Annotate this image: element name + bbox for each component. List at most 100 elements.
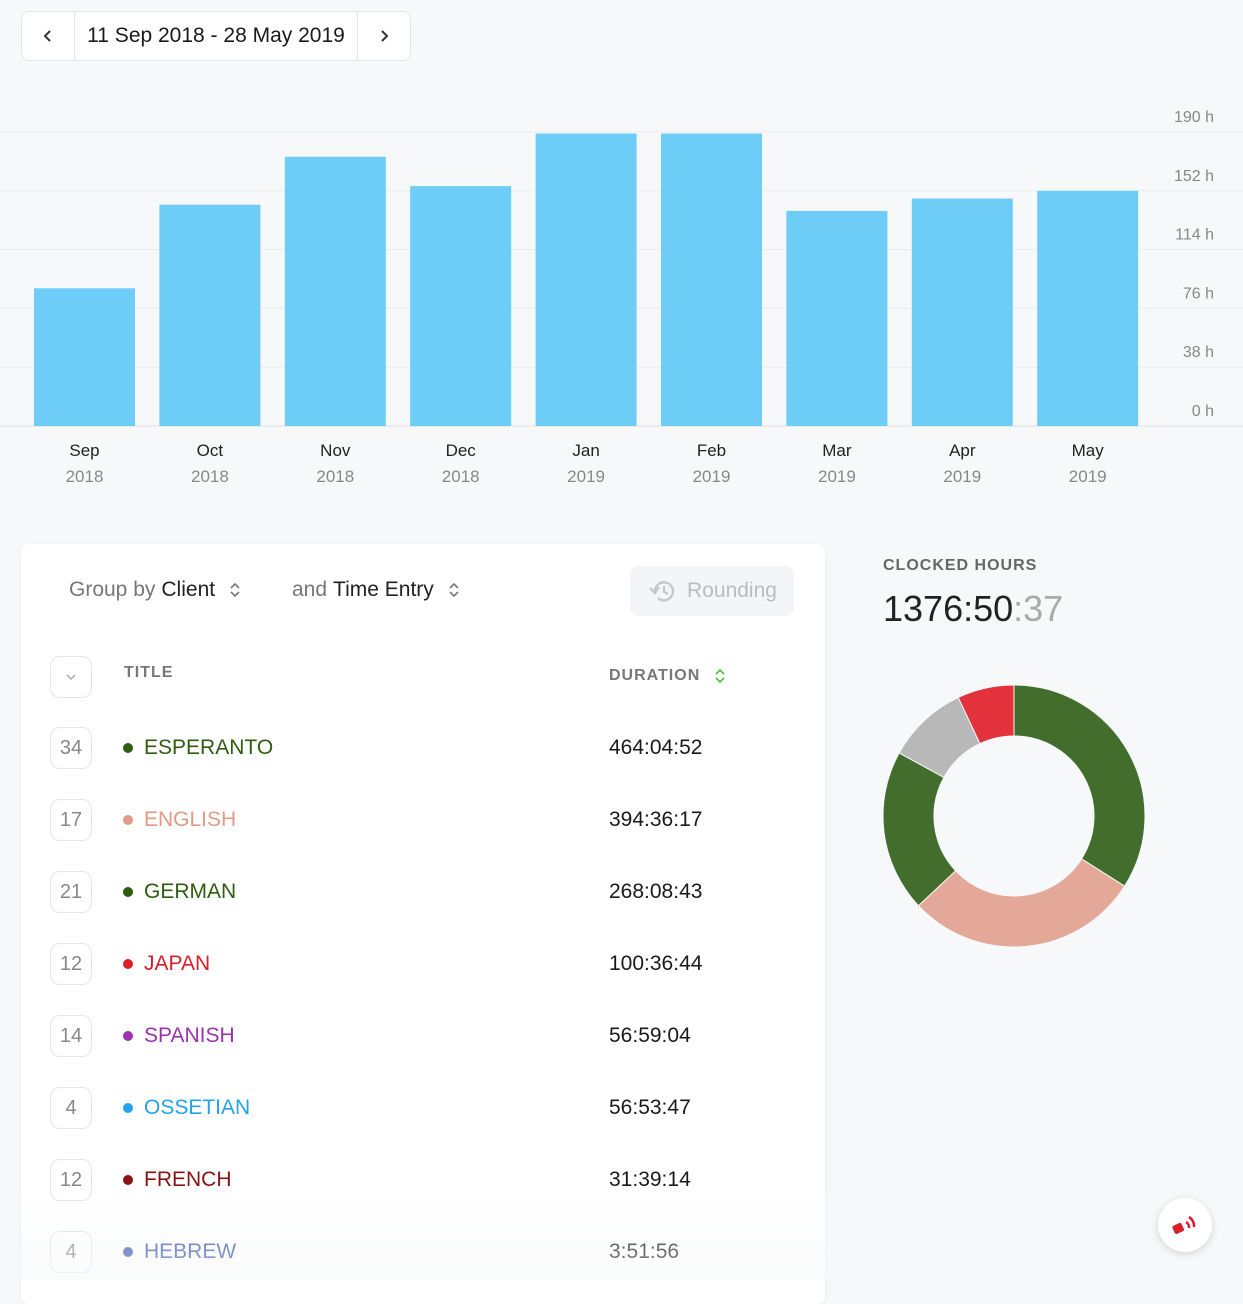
date-range-picker: 11 Sep 2018 - 28 May 2019: [21, 11, 411, 61]
table-row[interactable]: 12 JAPAN 100:36:44: [21, 943, 825, 1015]
bar: [786, 210, 888, 426]
x-tick-year: 2018: [66, 467, 104, 486]
client-title: ENGLISH: [144, 808, 237, 831]
client-color-dot: [123, 1247, 133, 1257]
client-title: GERMAN: [144, 880, 237, 903]
column-header-title[interactable]: TITLE: [124, 664, 174, 681]
x-tick-month: Sep: [69, 441, 99, 460]
table-row[interactable]: 14 SPANISH 56:59:04: [21, 1015, 825, 1087]
y-tick-label: 114 h: [1175, 227, 1214, 244]
client-duration: 56:53:47: [609, 1096, 691, 1119]
rounding-button[interactable]: Rounding: [630, 566, 794, 616]
client-color-dot: [123, 1031, 133, 1041]
clocked-hours-main: 1376:50: [883, 588, 1014, 629]
column-header-duration[interactable]: DURATION: [609, 666, 726, 686]
donut-slice: [1013, 684, 1146, 887]
entry-count-badge[interactable]: 4: [50, 1087, 92, 1129]
donut-slice: [957, 684, 1015, 745]
bar: [661, 133, 762, 426]
client-title: FRENCH: [144, 1168, 232, 1191]
entry-count-badge[interactable]: 21: [50, 871, 92, 913]
bar: [911, 198, 1013, 426]
client-donut-chart: [882, 684, 1146, 948]
entry-count-badge[interactable]: 17: [50, 799, 92, 841]
prev-period-button[interactable]: [22, 12, 75, 60]
expand-all-toggle[interactable]: [50, 656, 92, 698]
client-title: HEBREW: [144, 1240, 237, 1263]
x-tick-month: Mar: [822, 441, 852, 460]
bar: [34, 288, 135, 426]
entry-count-badge[interactable]: 12: [50, 1159, 92, 1201]
table-row[interactable]: 4 HEBREW 3:51:56: [21, 1231, 825, 1303]
clocked-hours-seconds: :37: [1013, 588, 1064, 629]
client-color-dot: [123, 1175, 133, 1185]
clocked-hours-label: CLOCKED HOURS: [883, 557, 1038, 574]
client-duration: 464:04:52: [609, 736, 703, 759]
client-duration: 100:36:44: [609, 952, 703, 975]
y-tick-label: 76 h: [1183, 285, 1214, 302]
rounding-label: Rounding: [687, 579, 777, 602]
y-tick-label: 152 h: [1174, 168, 1214, 185]
chevron-down-icon: [66, 674, 76, 681]
y-tick-label: 0 h: [1192, 403, 1214, 420]
monthly-hours-bar-chart: 190 h 152 h 114 h 76 h 38 h 0 h Sep 2018 Oct 2018…: [0, 109, 1243, 486]
client-title: JAPAN: [144, 952, 211, 975]
bar: [535, 133, 637, 426]
support-button[interactable]: [1158, 1198, 1212, 1252]
client-title: OSSETIAN: [144, 1096, 251, 1119]
x-tick-year: 2018: [316, 467, 354, 486]
y-tick-label: 38 h: [1183, 344, 1214, 361]
table-row[interactable]: 34 ESPERANTO 464:04:52: [21, 727, 825, 799]
history-icon: [649, 581, 675, 602]
clocked-hours-value: 1376:50:37: [883, 588, 1063, 630]
entry-count-badge[interactable]: 14: [50, 1015, 92, 1057]
group-by-client-select[interactable]: Group by Client: [69, 578, 241, 602]
entry-count-badge[interactable]: 4: [50, 1231, 92, 1273]
client-duration: 56:59:04: [609, 1024, 691, 1047]
x-tick-year: 2018: [442, 467, 480, 486]
x-tick-year: 2019: [1069, 467, 1107, 486]
sort-icon: [715, 668, 725, 684]
entry-count-badge[interactable]: 12: [50, 943, 92, 985]
date-range-label[interactable]: 11 Sep 2018 - 28 May 2019: [87, 24, 345, 47]
table-row[interactable]: 4 OSSETIAN 56:53:47: [21, 1087, 825, 1159]
client-duration: 31:39:14: [609, 1168, 691, 1191]
next-period-button[interactable]: [357, 12, 410, 60]
client-color-dot: [123, 887, 133, 897]
group-by-label: Group by: [69, 578, 156, 601]
duration-header-label: DURATION: [609, 667, 701, 684]
x-tick-year: 2019: [693, 467, 731, 486]
client-duration: 394:36:17: [609, 808, 703, 831]
chevron-right-icon: [381, 30, 389, 42]
table-row[interactable]: 17 ENGLISH 394:36:17: [21, 799, 825, 871]
table-row[interactable]: 12 FRENCH 31:39:14: [21, 1159, 825, 1231]
donut-slice: [917, 858, 1126, 948]
x-tick-year: 2018: [191, 467, 229, 486]
select-arrows-icon: [230, 582, 240, 598]
x-tick-month: Oct: [197, 441, 224, 460]
entry-count-badge[interactable]: 34: [50, 727, 92, 769]
x-tick-month: Apr: [949, 441, 976, 460]
bar: [284, 156, 386, 426]
client-color-dot: [123, 959, 133, 969]
client-title: ESPERANTO: [144, 736, 274, 759]
group-by-time-entry-select[interactable]: and Time Entry: [292, 578, 460, 602]
select-arrows-icon: [449, 582, 459, 598]
table-row[interactable]: 21 GERMAN 268:08:43: [21, 871, 825, 943]
report-table-card: Group by Client and Time Entry Rounding …: [21, 544, 825, 1304]
x-tick-year: 2019: [567, 467, 605, 486]
group2-label: and: [292, 578, 328, 601]
client-duration: 268:08:43: [609, 880, 703, 903]
x-tick-month: Nov: [320, 441, 351, 460]
group2-value: Time Entry: [333, 578, 434, 601]
x-tick-month: Feb: [697, 441, 726, 460]
y-tick-label: 190 h: [1174, 109, 1214, 126]
x-tick-year: 2019: [818, 467, 856, 486]
chevron-left-icon: [43, 30, 51, 42]
client-color-dot: [123, 815, 133, 825]
client-duration: 3:51:56: [609, 1240, 680, 1263]
client-color-dot: [123, 743, 133, 753]
bar: [159, 204, 261, 426]
bar: [410, 186, 512, 426]
x-tick-month: Jan: [572, 441, 599, 460]
